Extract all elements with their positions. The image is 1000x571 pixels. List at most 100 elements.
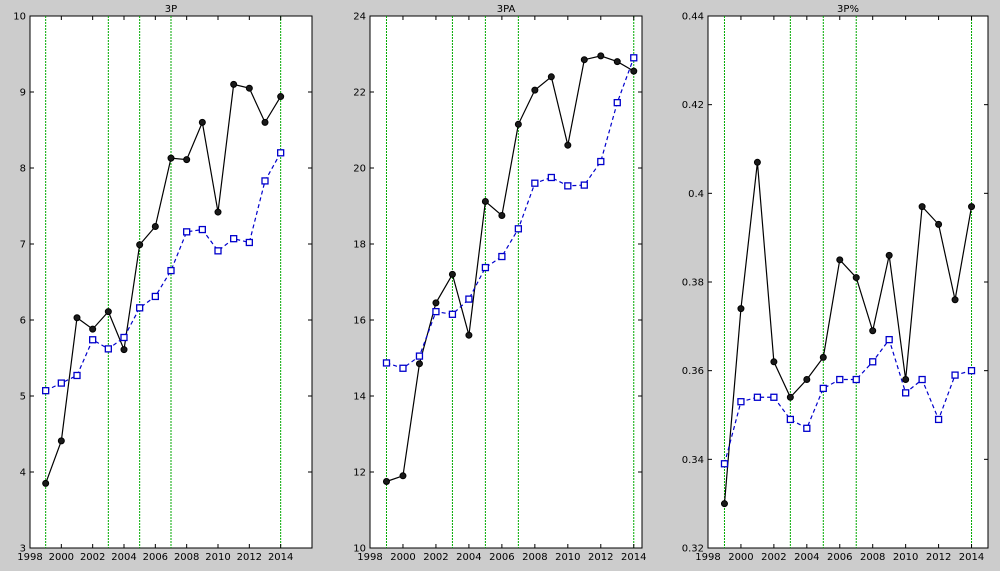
data-point-black-dot [465, 331, 473, 339]
data-point-black-dot [753, 158, 761, 166]
y-tick-label: 0.34 [682, 455, 704, 466]
data-point-blue-square [753, 393, 762, 401]
data-point-black-dot [399, 472, 407, 480]
data-point-blue-square [597, 157, 605, 166]
series-line-black [45, 83, 282, 484]
y-tick-label: 3 [20, 544, 26, 555]
x-tick-label: 2012 [237, 552, 262, 563]
plot-area [369, 15, 643, 549]
data-point-black-dot [935, 220, 943, 228]
data-point-black-dot [968, 203, 976, 211]
data-point-blue-square [382, 359, 391, 367]
y-tick-label: 0.4 [688, 189, 704, 200]
chart-title: 3P% [837, 4, 859, 15]
data-point-black-dot [786, 393, 794, 401]
series-line-black [723, 162, 973, 504]
data-point-blue-square [852, 375, 860, 384]
y-tick-label: 12 [353, 468, 366, 479]
x-tick-label: 2002 [423, 552, 448, 563]
data-point-black-dot [951, 296, 959, 304]
data-point-blue-square [481, 263, 490, 272]
data-point-black-dot [73, 314, 81, 322]
data-point-blue-square [967, 367, 976, 375]
x-tick-label: 2000 [728, 552, 753, 563]
x-tick-label: 2012 [588, 552, 613, 563]
data-point-blue-square [498, 252, 506, 261]
series-line-blue [723, 338, 972, 464]
x-tick-label: 1998 [357, 552, 382, 563]
data-point-black-dot [902, 376, 910, 384]
data-point-blue-square [151, 292, 159, 301]
y-tick-label: 8 [20, 164, 26, 175]
y-tick-label: 22 [353, 88, 366, 99]
data-point-black-dot [564, 141, 572, 149]
x-tick-label: 1998 [17, 552, 42, 563]
x-tick-label: 1998 [695, 552, 720, 563]
x-tick-label: 2014 [268, 552, 293, 563]
x-tick-label: 2006 [489, 552, 514, 563]
data-point-blue-square [613, 98, 621, 107]
data-point-blue-square [803, 424, 811, 432]
x-tick-label: 2010 [205, 552, 230, 563]
y-tick-label: 14 [353, 392, 366, 403]
data-point-black-dot [547, 73, 555, 81]
data-point-black-dot [770, 358, 778, 366]
y-tick-label: 0.36 [682, 366, 704, 377]
data-point-blue-square [104, 345, 112, 353]
y-tick-label: 20 [353, 164, 366, 175]
x-tick-label: 2012 [926, 552, 951, 563]
data-point-blue-square [415, 352, 424, 360]
data-point-blue-square [770, 393, 778, 401]
x-tick-label: 2006 [827, 552, 852, 563]
data-point-black-dot [737, 305, 745, 313]
y-tick-label: 16 [353, 316, 366, 327]
data-point-blue-square [448, 310, 457, 318]
data-point-blue-square [564, 182, 572, 190]
data-point-black-dot [89, 325, 97, 333]
chart-title: 3P [165, 4, 177, 15]
data-point-black-dot [277, 93, 285, 101]
data-point-blue-square [432, 307, 440, 316]
x-tick-label: 2004 [794, 552, 819, 563]
data-point-blue-square [465, 295, 473, 303]
data-point-blue-square [836, 375, 844, 384]
plot-area [707, 15, 989, 549]
data-point-black-dot [245, 84, 253, 92]
data-point-blue-square [885, 335, 893, 344]
data-point-black-dot [151, 223, 159, 231]
y-tick-label: 24 [353, 12, 366, 23]
data-point-blue-square [934, 415, 943, 424]
data-point-black-dot [214, 208, 222, 216]
data-point-black-dot [382, 478, 390, 485]
data-point-blue-square [786, 415, 795, 424]
data-point-black-dot [630, 67, 638, 75]
data-point-blue-square [720, 460, 729, 468]
data-point-black-dot [167, 154, 175, 162]
chart-panel-3p-percent: 3P% 1998 2000 2002 2004 2006 2008 2010 2012 2014 0… [682, 4, 989, 563]
y-tick-label: 10 [13, 12, 26, 23]
data-point-black-dot [432, 299, 440, 307]
data-point-black-dot [261, 118, 269, 126]
data-point-blue-square [42, 387, 50, 395]
data-point-blue-square [136, 304, 144, 312]
data-point-black-dot [885, 251, 893, 259]
y-tick-label: 0.38 [682, 278, 704, 289]
data-point-black-dot [42, 479, 50, 487]
x-tick-label: 2002 [80, 552, 105, 563]
data-point-black-dot [580, 56, 588, 64]
y-tick-label: 10 [353, 544, 366, 555]
data-point-blue-square [901, 389, 910, 397]
data-point-black-dot [803, 376, 811, 384]
data-point-blue-square [277, 149, 285, 157]
y-tick-label: 18 [353, 240, 366, 251]
y-tick-label: 6 [20, 316, 26, 327]
data-point-blue-square [89, 336, 97, 344]
data-point-blue-square [261, 177, 269, 185]
data-point-black-dot [136, 241, 144, 249]
y-tick-label: 7 [20, 240, 26, 251]
data-point-blue-square [245, 238, 253, 247]
data-point-black-dot [836, 256, 844, 264]
chart-title: 3PA [497, 4, 516, 15]
data-point-blue-square [183, 228, 191, 236]
